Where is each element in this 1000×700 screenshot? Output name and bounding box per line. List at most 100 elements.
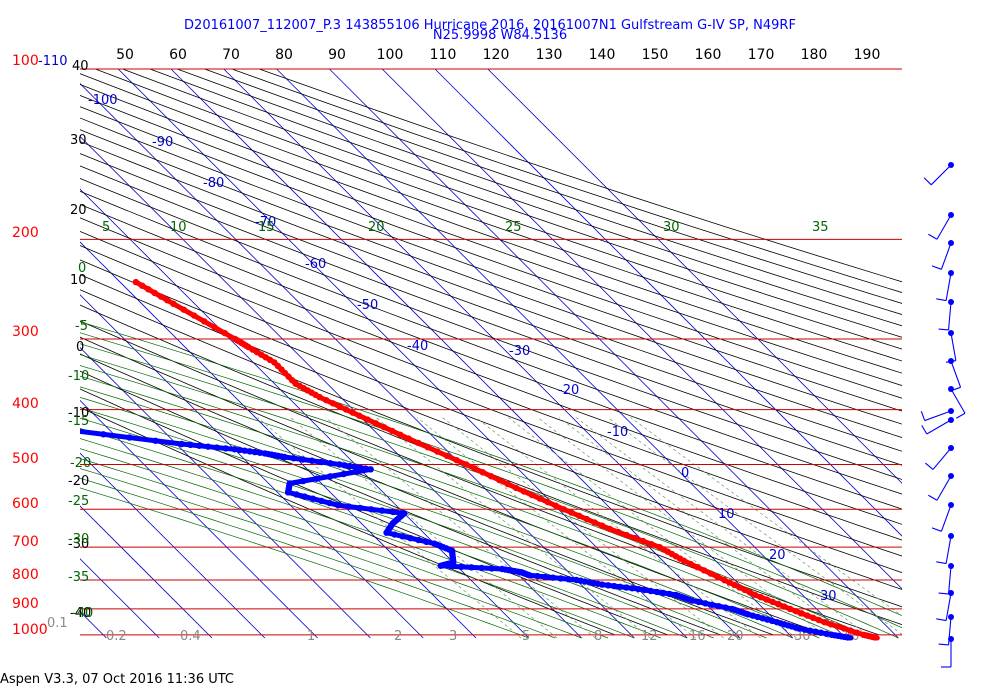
moist-adiabat-label: 0 bbox=[78, 261, 86, 276]
dry-adiabat-line bbox=[80, 178, 902, 480]
dry-adiabat-line bbox=[80, 129, 902, 425]
mixing-ratio-label: 16 bbox=[689, 629, 706, 644]
dry-adiabat-line bbox=[80, 274, 902, 590]
wind-barb bbox=[920, 408, 954, 422]
dewpoint-profile-point bbox=[351, 463, 359, 471]
moist-adiabat-label: -15 bbox=[68, 414, 89, 429]
dry-adiabat-line bbox=[80, 289, 902, 608]
mixing-ratio-label: 0.2 bbox=[106, 629, 127, 644]
temperature-profile-point bbox=[349, 409, 356, 416]
dewpoint-profile-point bbox=[20, 372, 26, 378]
mixing-ratio-line bbox=[442, 417, 724, 639]
temperature-profile-point bbox=[871, 634, 879, 641]
moist-adiabat-label: 25 bbox=[505, 220, 522, 235]
dewpoint-profile-point bbox=[478, 564, 485, 572]
dewpoint-profile-point bbox=[557, 575, 564, 582]
temperature-profile-point bbox=[528, 491, 536, 499]
mixing-ratio-label: 12 bbox=[641, 629, 658, 644]
temperature-profile-point bbox=[544, 498, 552, 506]
dewpoint-profile-point bbox=[299, 456, 306, 463]
moist-adiabat-label: 35 bbox=[812, 220, 829, 235]
temperature-profile-point bbox=[714, 573, 721, 580]
temperature-profile-point bbox=[792, 607, 800, 615]
wind-barb bbox=[921, 417, 954, 435]
temperature-profile-point bbox=[809, 614, 817, 621]
dewpoint-profile-point bbox=[447, 563, 455, 570]
dry-adiabat-line bbox=[149, 68, 902, 327]
dry-adiabat-line bbox=[80, 336, 826, 636]
isotherm-line bbox=[487, 68, 902, 484]
moist-adiabat-label: -30 bbox=[68, 532, 89, 547]
dry-adiabat-label: -40 bbox=[70, 606, 91, 621]
wind-barb bbox=[941, 636, 954, 668]
temperature-profile-point bbox=[190, 312, 198, 319]
temperature-profile-point bbox=[614, 528, 622, 536]
dewpoint-profile-point bbox=[334, 501, 342, 509]
dewpoint-profile-point bbox=[301, 493, 308, 500]
temperature-profile-point bbox=[496, 476, 503, 484]
top-axis-label: 140 bbox=[589, 47, 616, 63]
temperature-profile-point bbox=[648, 540, 655, 548]
temperature-profile-point bbox=[639, 537, 647, 545]
isotherm-label: -30 bbox=[509, 344, 530, 359]
temperature-profile-point bbox=[821, 619, 828, 626]
temperature-profile-point bbox=[145, 286, 152, 293]
dewpoint-profile-point bbox=[204, 443, 212, 450]
temperature-profile-point bbox=[804, 612, 811, 619]
moist-adiabat-line bbox=[80, 375, 820, 639]
dewpoint-profile-point bbox=[126, 434, 133, 441]
temperature-profile-point bbox=[815, 616, 823, 624]
isotherm-line bbox=[329, 68, 899, 639]
dewpoint-profile-point bbox=[281, 453, 288, 461]
dewpoint-profile-point bbox=[48, 425, 54, 431]
temperature-profile-point bbox=[680, 557, 688, 565]
top-axis-label: 130 bbox=[536, 47, 563, 63]
dewpoint-profile-point bbox=[336, 461, 343, 468]
dewpoint-profile-point bbox=[16, 383, 22, 389]
dewpoint-profile-point bbox=[796, 625, 803, 632]
temperature-profile-point bbox=[504, 480, 511, 488]
pressure-label: 400 bbox=[12, 396, 39, 412]
temperature-profile-point bbox=[380, 423, 388, 431]
wind-barb bbox=[924, 445, 954, 470]
dry-adiabat-line bbox=[80, 320, 879, 636]
dewpoint-profile-point bbox=[534, 572, 541, 580]
dewpoint-profile-point bbox=[744, 611, 752, 618]
dewpoint-profile-point bbox=[32, 341, 38, 347]
moist-adiabat-line bbox=[80, 458, 609, 639]
dewpoint-profile-point bbox=[666, 590, 673, 598]
temperature-profile-point bbox=[405, 435, 412, 442]
isotherm-label: -10 bbox=[607, 425, 628, 440]
temperature-profile-point bbox=[512, 484, 520, 492]
temperature-profile-point bbox=[694, 564, 701, 571]
temperature-profile-point bbox=[322, 396, 330, 404]
pressure-label: 200 bbox=[12, 225, 39, 241]
temperature-profile-point bbox=[536, 495, 544, 502]
temperature-profile-point bbox=[707, 570, 715, 577]
isotherm-label: 20 bbox=[769, 548, 786, 563]
dewpoint-profile-point bbox=[759, 615, 766, 622]
temperature-profile-point bbox=[424, 444, 431, 451]
dry-adiabat-line bbox=[80, 304, 902, 626]
dewpoint-profile-point bbox=[21, 363, 27, 369]
dewpoint-profile-point bbox=[24, 357, 30, 363]
temperature-profile-point bbox=[487, 473, 495, 480]
dewpoint-profile-point bbox=[11, 415, 17, 421]
dewpoint-profile-point bbox=[23, 360, 29, 366]
dewpoint-profile-point bbox=[213, 444, 221, 451]
dewpoint-profile-point bbox=[290, 455, 297, 462]
isotherm-label: 0 bbox=[681, 466, 689, 481]
moist-adiabat-label: -20 bbox=[70, 456, 91, 471]
temperature-profile-point bbox=[388, 427, 396, 435]
dewpoint-profile-point bbox=[391, 531, 398, 538]
temperature-profile-point bbox=[520, 488, 528, 495]
dewpoint-profile-point bbox=[222, 445, 229, 452]
wind-barb bbox=[948, 358, 962, 392]
temperature-profile-point bbox=[479, 469, 486, 476]
dewpoint-profile-point bbox=[715, 602, 722, 610]
isotherm-line bbox=[80, 135, 582, 639]
dewpoint-profile-point bbox=[300, 477, 307, 485]
moist-adiabat-label: 15 bbox=[258, 220, 275, 235]
dewpoint-profile-point bbox=[25, 353, 31, 359]
temperature-profile-point bbox=[453, 456, 460, 464]
